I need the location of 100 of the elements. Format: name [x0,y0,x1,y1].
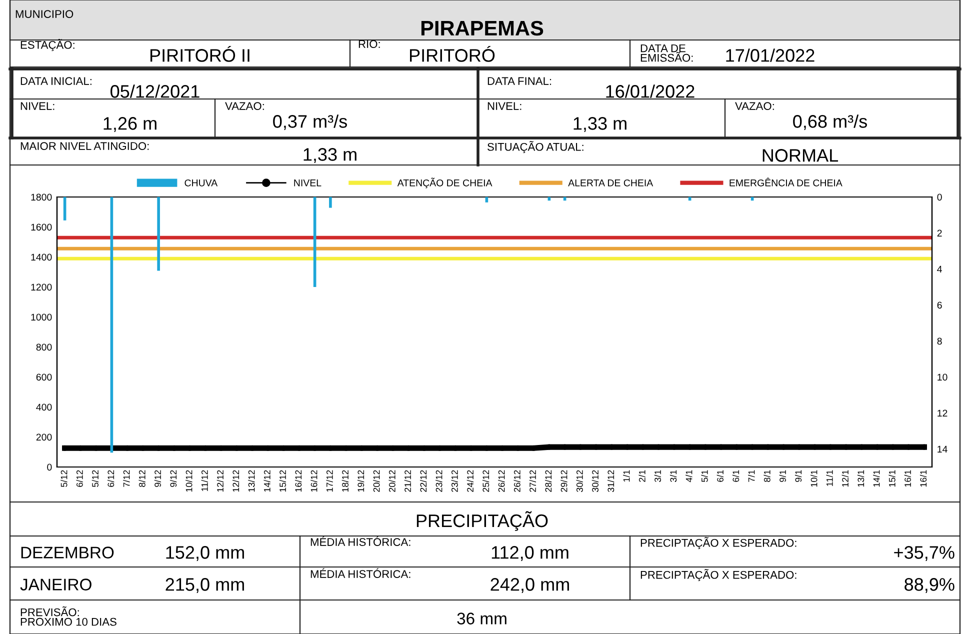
text: 88,9% [904,578,954,593]
y2-tick-label: 0 [937,194,942,201]
x-tick-label: 30/12 [576,470,583,492]
text: VAZAO: [735,102,774,110]
x-tick-label: 13/1 [857,470,864,487]
y-tick-label: 400 [36,404,52,411]
x-tick-label: 24/12 [466,470,474,492]
x-tick-label: 2/1 [638,470,646,482]
text: NIVEL: [20,102,54,110]
x-tick-label: 22/12 [420,470,427,492]
text: MÉDIA HISTÓRICA: [310,568,410,578]
text: MAIOR NIVEL ATINGIDO: [20,142,149,150]
y-tick-label: 1800 [31,194,52,201]
x-tick-label: 9/12 [154,470,161,487]
x-tick-label: 6/1 [732,470,740,482]
text: 112,0 mm [492,546,568,561]
x-tick-label: 11/1 [826,470,833,486]
text: MUNICIPIO [16,10,74,18]
x-tick-label: 21/12 [404,470,411,492]
x-tick-label: 31/12 [607,470,614,492]
x-tick-label: 23/12 [436,470,442,492]
text: RIO: [358,40,380,48]
x-tick-label: 12/12 [216,470,224,492]
text: JANEIRO [20,578,92,590]
x-tick-label: 18/12 [342,470,348,492]
y2-tick-label: 12 [938,410,948,417]
y-tick-label: 1000 [31,314,52,321]
legend-label: ALERTA DE CHEIA [568,179,654,186]
y2-tick-label: 2 [937,230,942,237]
x-tick-label: 29/12 [560,470,568,492]
x-tick-label: 26/12 [498,470,505,492]
legend-label: EMERGÊNCIA DE CHEIA [730,178,842,186]
x-tick-label: 5/1 [701,470,708,482]
legend-label: CHUVA [184,179,218,186]
text: PRECIPTAÇÃO X ESPERADO: [640,536,796,550]
text: MÉDIA HISTÓRICA: [310,536,410,546]
text: DATA FINAL: [488,77,552,85]
x-tick-label: 9/1 [794,470,802,482]
text: 1,33 m [574,117,626,132]
x-tick-label: 10/1 [810,470,818,487]
text: 36 mm [457,612,506,624]
text: 215,0 mm [166,578,244,593]
text: 152,0 mm [166,546,244,561]
y2-tick-label: 8 [937,338,942,345]
x-tick-label: 17/12 [326,470,333,492]
x-tick-label: 27/12 [529,470,536,492]
text: DEZEMBRO [21,546,114,558]
text: PIRAPEMAS [421,20,544,36]
x-tick-label: 26/12 [514,470,520,492]
y2-tick-label: 14 [938,446,948,453]
y-tick-label: 200 [36,434,52,441]
x-tick-label: 8/12 [138,470,146,487]
text: 242,0 mm [490,578,569,593]
x-tick-label: 13/12 [248,470,255,492]
x-tick-label: 16/1 [920,470,927,487]
x-tick-label: 10/12 [186,470,192,492]
x-tick-label: 23/12 [451,470,458,492]
x-tick-label: 19/12 [357,470,364,492]
x-tick-label: 28/12 [544,470,552,492]
legend-label: NIVEL [294,180,322,186]
text: 1,26 m [104,117,156,132]
x-tick-label: 16/12 [294,470,302,492]
x-tick-label: 20/12 [373,470,380,492]
text: 0,37 m³/s [273,114,347,130]
text: DATA INICIAL: [20,77,92,85]
x-tick-label: 6/12 [107,470,114,487]
y2-tick-label: 6 [937,302,942,309]
x-tick-label: 15/12 [279,470,286,492]
x-tick-label: 6/1 [716,470,724,482]
text: DATA DE EMISSÃO: [640,44,693,62]
x-tick-label: 25/12 [482,470,490,492]
x-tick-label: 5/12 [60,470,68,487]
text: +35,7% [894,546,954,561]
x-tick-label: 16/1 [904,470,911,487]
text: 16/01/2022 [606,84,694,98]
x-tick-label: 12/12 [232,470,240,492]
y-tick-label: 1400 [31,254,52,261]
x-tick-label: 30/12 [592,470,598,492]
y-tick-label: 1600 [31,224,52,231]
y-tick-label: 800 [36,344,52,351]
text: PIRITORÓ [410,46,495,62]
text: 1,33 m [304,148,356,163]
y2-tick-label: 10 [938,374,948,381]
x-tick-label: 14/1 [873,470,880,487]
x-tick-label: 20/12 [388,470,396,492]
x-tick-label: 8/1 [764,470,770,482]
x-tick-label: 16/12 [310,470,318,492]
text: PIRITORÓ II [150,46,250,62]
text: PRECIPITAÇÃO [416,511,548,531]
text: NIVEL: [488,102,522,110]
x-tick-label: 9/12 [170,470,177,487]
x-tick-label: 3/1 [670,470,677,482]
y2-tick-label: 4 [937,266,942,273]
y-tick-label: 600 [36,374,52,381]
text: 17/01/2022 [726,48,814,62]
y-tick-label: 1200 [31,284,52,291]
x-tick-label: 1/1 [623,470,630,482]
text: NORMAL [762,149,838,162]
text: ESTAÇÃO: [20,38,74,52]
x-tick-label: 14/12 [264,470,270,492]
